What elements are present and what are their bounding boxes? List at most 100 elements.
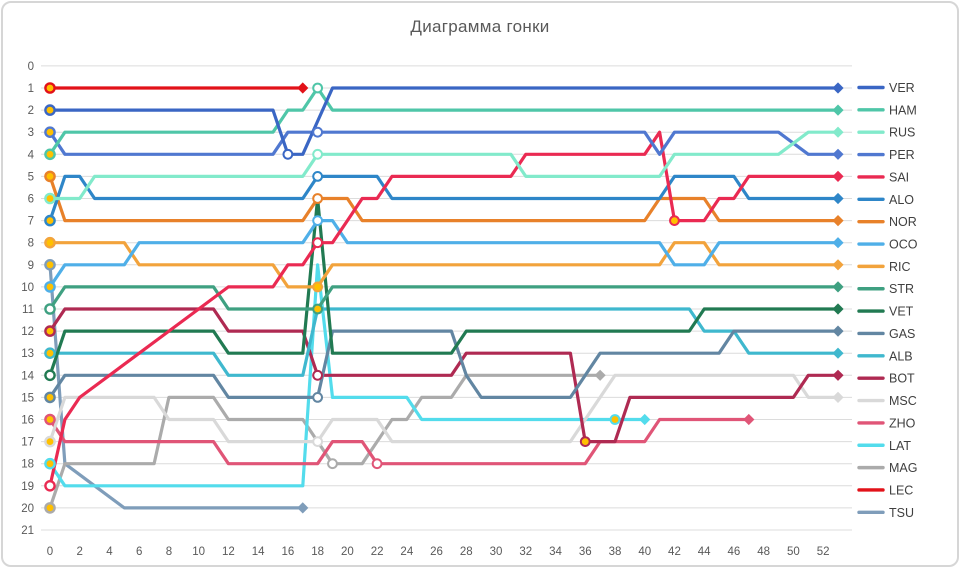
line-HAM	[48, 86, 840, 156]
markers-HAM	[44, 82, 844, 161]
y-tick-label: 13	[21, 348, 34, 360]
start-marker-LAT	[44, 457, 56, 470]
line-BOT	[48, 307, 840, 444]
x-tick-label: 10	[192, 546, 205, 558]
end-marker-HAM	[832, 104, 844, 116]
legend: VER HAM RUS PER SAI ALO NOR OCO RIC STR VET GAS ALB B…	[857, 81, 918, 520]
legend-label-VER: VER	[889, 81, 915, 95]
end-marker-BOT	[832, 369, 844, 381]
x-tick-label: 18	[311, 546, 324, 558]
end-marker-MAG	[594, 369, 606, 381]
legend-item-ZHO: ZHO	[857, 416, 916, 430]
legend-item-LEC: LEC	[857, 483, 913, 497]
end-marker-RIC	[832, 259, 844, 271]
start-marker-TSU	[44, 258, 56, 271]
end-marker-VER	[832, 82, 844, 94]
legend-item-NOR: NOR	[857, 215, 917, 229]
series-ZHO	[48, 417, 751, 466]
x-tick-label: 40	[638, 546, 651, 558]
x-tick-label: 46	[728, 546, 741, 558]
x-tick-label: 28	[460, 546, 473, 558]
x-tick-label: 24	[400, 546, 413, 558]
x-tick-label: 16	[281, 546, 294, 558]
series-RIC	[48, 241, 840, 289]
start-marker-MSC	[44, 435, 56, 448]
x-tick-label: 12	[222, 546, 235, 558]
legend-item-VER: VER	[857, 81, 915, 95]
line-GAS	[48, 329, 840, 399]
x-axis-ticks: 0 2 4 6 8 10 12 14 16 18 20 22 24 26 28 30 32 34 36 38 40 42 4…	[47, 546, 830, 558]
chart-title: Диаграмма гонки	[410, 17, 550, 36]
pit-marker-STR	[312, 303, 324, 315]
markers-TSU	[44, 258, 309, 514]
end-marker-OCO	[832, 237, 844, 249]
end-marker-LEC	[297, 82, 309, 94]
legend-label-BOT: BOT	[889, 372, 915, 386]
end-marker-SAI	[832, 170, 844, 182]
legend-label-OCO: OCO	[889, 238, 918, 252]
end-marker-PER	[832, 148, 844, 160]
series-LAT	[48, 263, 647, 488]
pit-marker-VER	[282, 148, 294, 160]
y-tick-label: 9	[28, 260, 34, 272]
series-TSU	[48, 263, 305, 510]
legend-label-RIC: RIC	[889, 260, 911, 274]
y-tick-label: 17	[21, 437, 34, 449]
start-marker-BOT	[44, 325, 56, 337]
legend-item-ALO: ALO	[857, 193, 914, 207]
pit-marker-RIC	[312, 281, 324, 293]
end-marker-NOR	[832, 215, 844, 227]
gridlines	[41, 65, 852, 531]
start-marker-GAS	[44, 391, 56, 404]
line-VER	[48, 86, 840, 156]
y-tick-label: 19	[21, 481, 34, 493]
y-tick-label: 1	[28, 83, 34, 95]
markers-RUS	[44, 126, 844, 205]
x-tick-label: 14	[252, 546, 265, 558]
y-tick-label: 11	[22, 304, 34, 316]
legend-label-GAS: GAS	[889, 327, 915, 341]
legend-label-ALB: ALB	[889, 349, 913, 363]
y-tick-label: 10	[21, 282, 34, 294]
legend-item-RIC: RIC	[857, 260, 911, 274]
series-RUS	[48, 130, 840, 201]
y-tick-label: 18	[21, 459, 34, 471]
pit-marker-GAS	[312, 392, 324, 403]
pit-marker-BOT	[312, 369, 324, 381]
x-tick-label: 0	[47, 546, 53, 558]
line-OCO	[48, 219, 840, 289]
end-marker-GAS	[832, 325, 844, 337]
markers-ALB	[44, 347, 844, 360]
legend-label-LAT: LAT	[889, 439, 911, 453]
legend-label-ALO: ALO	[889, 193, 914, 207]
legend-item-LAT: LAT	[857, 439, 911, 453]
start-marker-OCO	[44, 281, 56, 293]
end-marker-TSU	[297, 502, 309, 514]
start-marker-RUS	[44, 192, 56, 205]
markers-ZHO	[44, 413, 755, 470]
start-marker-VER	[44, 104, 56, 116]
legend-item-MAG: MAG	[857, 461, 917, 475]
line-ALB	[48, 307, 840, 377]
legend-item-VET: VET	[857, 305, 914, 319]
line-PER	[48, 130, 840, 156]
legend-label-STR: STR	[889, 282, 914, 296]
legend-label-NOR: NOR	[889, 215, 917, 229]
pit-marker-SAI	[669, 215, 680, 227]
pit-marker-SAI	[312, 237, 324, 249]
x-tick-label: 20	[341, 546, 354, 558]
x-tick-label: 44	[698, 546, 711, 558]
start-marker-PER	[44, 126, 56, 138]
markers-ALO	[44, 171, 844, 227]
y-tick-label: 16	[21, 415, 34, 427]
legend-item-ALB: ALB	[857, 349, 913, 363]
legend-item-TSU: TSU	[857, 506, 914, 520]
legend-item-PER: PER	[857, 148, 915, 162]
markers-VER	[44, 82, 844, 160]
end-marker-ZHO	[743, 413, 755, 426]
x-tick-label: 36	[579, 546, 592, 558]
series-STR	[48, 285, 840, 311]
line-SAI	[48, 130, 840, 488]
